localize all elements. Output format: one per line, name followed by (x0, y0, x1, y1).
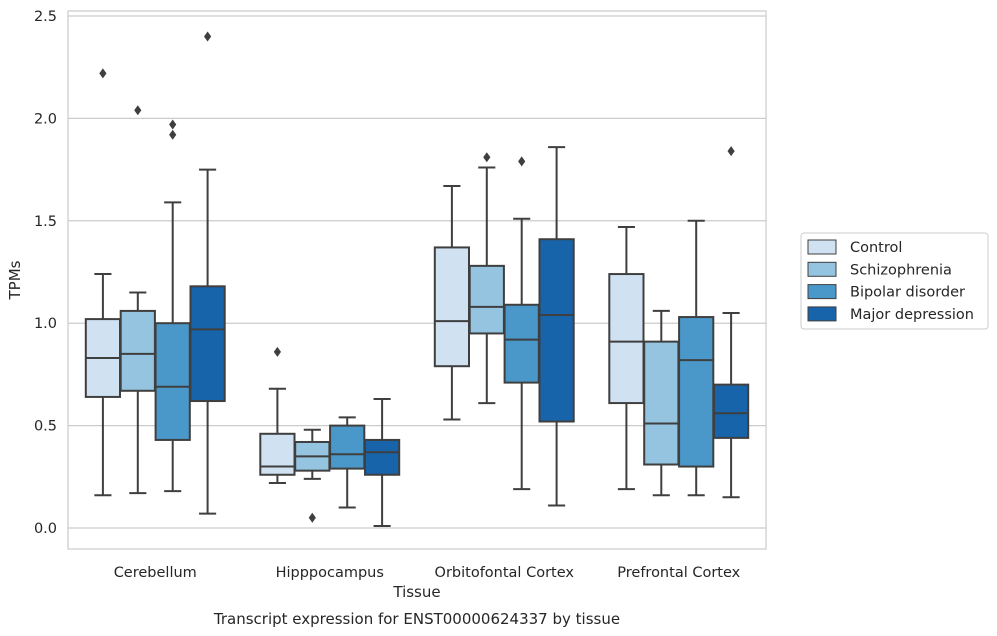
outlier-point (204, 31, 212, 42)
box-schizophrenia-1 (294, 428, 331, 523)
plot-area-frame (67, 10, 767, 550)
box-control-3 (608, 225, 645, 491)
box-control-0 (84, 68, 122, 497)
legend-swatch (807, 239, 837, 255)
y-tick-label: 1.5 (34, 214, 57, 230)
box-major-depression-3 (712, 146, 750, 499)
y-tick-label: 1.0 (34, 316, 57, 332)
x-tick-label: Cerebellum (114, 565, 197, 581)
box-iqr (538, 238, 575, 423)
boxes (84, 31, 750, 527)
legend-label: Schizophrenia (850, 262, 952, 278)
outlier-point (99, 68, 107, 79)
box-iqr (433, 246, 471, 368)
box-bipolar-disorder-2 (503, 156, 540, 491)
outlier-point (273, 346, 281, 357)
box-iqr (503, 303, 540, 384)
y-tick-label: 0.5 (34, 419, 57, 435)
box-schizophrenia-3 (643, 309, 680, 497)
y-tick-label: 2.5 (34, 9, 57, 25)
legend-label: Bipolar disorder (850, 285, 965, 301)
legend: Control Schizophrenia Bipolar disorder Majo… (800, 232, 989, 330)
legend-frame (800, 232, 989, 330)
legend-swatch (807, 261, 837, 277)
box-major-depression-2 (538, 146, 575, 507)
box-control-1 (259, 346, 296, 484)
box-iqr (678, 316, 715, 468)
legend-label: Major depression (850, 307, 974, 323)
box-major-depression-1 (363, 397, 401, 527)
box-iqr (119, 309, 156, 392)
box-iqr (259, 432, 296, 476)
legend-swatch (807, 284, 837, 300)
x-tick-label: Hipppocampus (276, 565, 384, 581)
legend-label: Control (850, 240, 902, 256)
outlier-point (727, 146, 735, 157)
box-bipolar-disorder-3 (678, 219, 715, 497)
box-iqr (643, 340, 680, 466)
y-axis-ticks: 0.0 0.5 1.0 1.5 2.0 2.5 (34, 9, 57, 537)
x-tick-label: Orbitofontal Cortex (435, 565, 575, 581)
box-schizophrenia-2 (468, 152, 505, 405)
chart-caption: Transcript expression for ENST0000062433… (213, 610, 620, 628)
box-iqr (468, 264, 505, 335)
y-axis-label: TPMs (6, 260, 24, 300)
box-major-depression-0 (189, 31, 226, 515)
x-tick-label: Prefrontal Cortex (617, 565, 740, 581)
box-iqr (189, 285, 226, 403)
box-bipolar-disorder-0 (154, 119, 191, 493)
outlier-point (518, 156, 526, 167)
outlier-point (169, 119, 177, 130)
box-bipolar-disorder-1 (329, 416, 366, 509)
box-iqr (608, 273, 645, 405)
outlier-point (483, 152, 491, 163)
box-control-2 (433, 184, 471, 421)
legend-swatch (807, 306, 837, 322)
y-tick-label: 2.0 (34, 111, 57, 127)
x-axis-label: Tissue (392, 583, 440, 601)
x-axis-ticks: Cerebellum Hipppocampus Orbitofontal Corte… (114, 565, 741, 581)
outlier-point (169, 129, 177, 140)
box-schizophrenia-0 (119, 105, 156, 495)
box-iqr (712, 383, 750, 439)
y-tick-label: 0.0 (34, 521, 57, 537)
outlier-point (134, 105, 142, 116)
box-iqr (363, 438, 401, 476)
box-iqr (154, 322, 191, 441)
box-iqr (329, 424, 366, 470)
outlier-point (308, 512, 316, 523)
